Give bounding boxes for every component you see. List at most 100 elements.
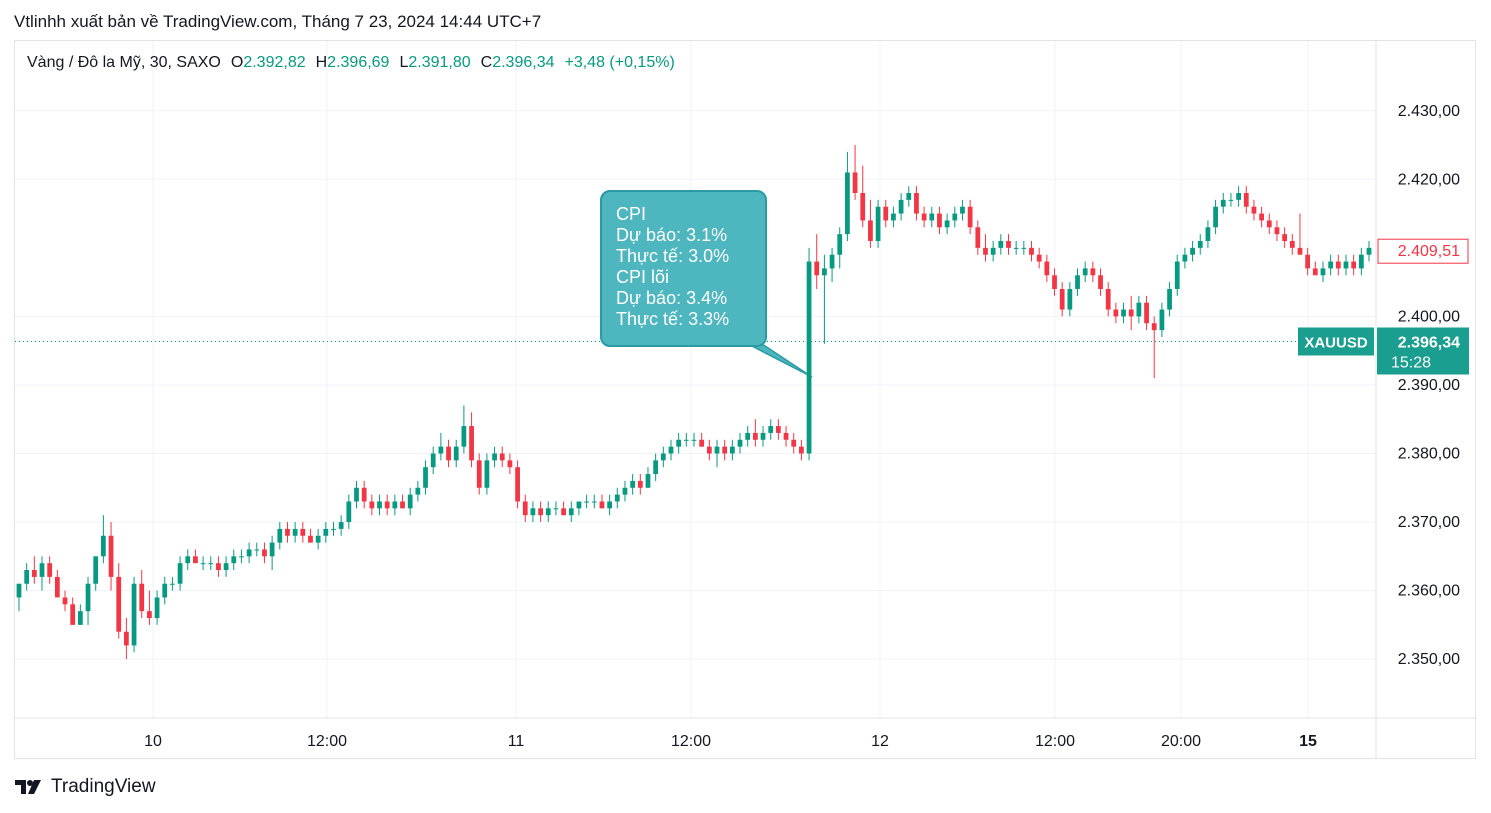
- candle-body-down: [1128, 309, 1134, 317]
- candle-body-down: [1335, 261, 1341, 269]
- candle-body-down: [446, 446, 451, 461]
- candle-body-down: [599, 501, 605, 509]
- candle-body-down: [70, 604, 76, 625]
- candle-body-down: [139, 583, 145, 612]
- candle-body-up: [576, 501, 582, 509]
- candle-body-down: [1151, 323, 1157, 331]
- candle-body-down: [384, 501, 390, 509]
- symbol-tag-text: XAUUSD: [1304, 334, 1368, 351]
- candle-body-down: [515, 467, 520, 502]
- candle-body-down: [308, 535, 313, 543]
- x-tick-label: 12:00: [1035, 733, 1075, 750]
- ohlc-legend: Vàng / Đô la Mỹ, 30, SAXO O2.392,82 H2.396…: [27, 54, 675, 72]
- candle-body-up: [1320, 268, 1326, 276]
- candle-body-up: [1159, 309, 1165, 331]
- candle-body-up: [162, 583, 168, 598]
- legend-low-value: 2.391,80: [408, 54, 471, 71]
- candle-body-down: [476, 460, 482, 488]
- candle-body-up: [1167, 288, 1172, 310]
- candle-body-down: [561, 508, 566, 516]
- candle-body-up: [691, 439, 697, 441]
- y-tick-label: 2.430,00: [1398, 103, 1460, 120]
- candle-body-up: [1075, 275, 1080, 289]
- candle-body-up: [676, 439, 682, 447]
- candle-body-up: [668, 446, 674, 454]
- candle-body-up: [683, 439, 689, 441]
- candle-body-up: [891, 213, 896, 221]
- candle-body-up: [660, 453, 666, 461]
- symbol-tag-bg: [1298, 327, 1374, 356]
- x-tick-label: 12:00: [307, 733, 347, 750]
- candle-body-up: [453, 446, 459, 461]
- candle-body-up: [906, 193, 912, 200]
- candle-body-down: [361, 487, 367, 502]
- candle-body-down: [1105, 288, 1111, 310]
- x-tick-label: 11: [508, 733, 525, 750]
- candle-body-up: [1358, 254, 1364, 269]
- candle-body-up: [24, 570, 30, 584]
- candle-body-down: [1282, 234, 1288, 241]
- candle-body-up: [484, 460, 490, 488]
- candle-body-down: [775, 426, 781, 433]
- chart-frame: [14, 40, 1476, 759]
- candle-body-down: [852, 172, 858, 194]
- candle-body-up: [208, 563, 214, 565]
- callout-pointer: [747, 343, 813, 378]
- candle-body-down: [262, 549, 267, 557]
- candle-body-up: [1174, 261, 1180, 289]
- candle-body-up: [269, 542, 275, 557]
- candle-body-up: [584, 501, 589, 503]
- candle-body-up: [822, 268, 827, 276]
- candle-body-up: [545, 508, 551, 516]
- candle-body-up: [1236, 193, 1241, 200]
- current-price-label: 2.396,34: [1398, 334, 1460, 351]
- candle-body-up: [1328, 261, 1334, 269]
- candle-body-up: [591, 501, 597, 503]
- candle-body-down: [31, 570, 37, 577]
- candle-body-down: [1090, 268, 1096, 276]
- candle-body-down: [300, 528, 306, 536]
- publisher-caption: Vtlinhh xuất bản về TradingView.com, Thá…: [14, 12, 542, 31]
- candle-body-down: [116, 576, 122, 632]
- candle-body-up: [998, 240, 1004, 248]
- candle-body-down: [975, 227, 981, 248]
- candle-body-down: [868, 220, 873, 241]
- candle-body-up: [430, 453, 436, 468]
- tradingview-brand[interactable]: TradingView: [15, 776, 156, 798]
- x-tick-label: 12:00: [671, 733, 711, 750]
- candle-body-up: [323, 528, 329, 536]
- candle-body-down: [108, 535, 114, 577]
- bar-countdown: 15:28: [1391, 354, 1431, 371]
- legend-open-label: O: [230, 54, 244, 71]
- candle-body-up: [254, 549, 260, 551]
- candle-body-up: [239, 556, 244, 558]
- candle-body-up: [315, 535, 321, 543]
- legend-change: +3,48 (+0,15%): [564, 54, 675, 71]
- callout-line: Thực tế: 3.0%: [616, 246, 730, 266]
- candle-body-up: [737, 439, 743, 447]
- y-tick-label: 2.390,00: [1398, 377, 1460, 394]
- tradingview-logo-icon: [15, 780, 41, 794]
- candle-body-down: [752, 432, 758, 440]
- candle-body-up: [729, 446, 735, 454]
- candle-body-up: [223, 563, 229, 571]
- candle-body-up: [1366, 247, 1372, 255]
- candle-body-down: [1259, 213, 1264, 221]
- y-tick-label: 2.360,00: [1398, 583, 1460, 600]
- candle-body-down: [722, 446, 728, 454]
- candle-body-down: [522, 501, 528, 516]
- candle-body-down: [706, 446, 712, 454]
- candle-body-down: [1036, 254, 1042, 262]
- candle-body-down: [62, 597, 68, 605]
- candle-body-up: [131, 583, 137, 646]
- candle-body-up: [553, 508, 559, 510]
- candle-body-up: [944, 220, 950, 228]
- callout-line: CPI: [616, 204, 647, 224]
- candle-body-up: [622, 487, 628, 495]
- candle-body-up: [246, 549, 252, 557]
- candle-body-down: [47, 563, 53, 577]
- candle-body-up: [93, 556, 99, 584]
- candle-body-up: [630, 480, 636, 488]
- candle-body-up: [952, 213, 958, 221]
